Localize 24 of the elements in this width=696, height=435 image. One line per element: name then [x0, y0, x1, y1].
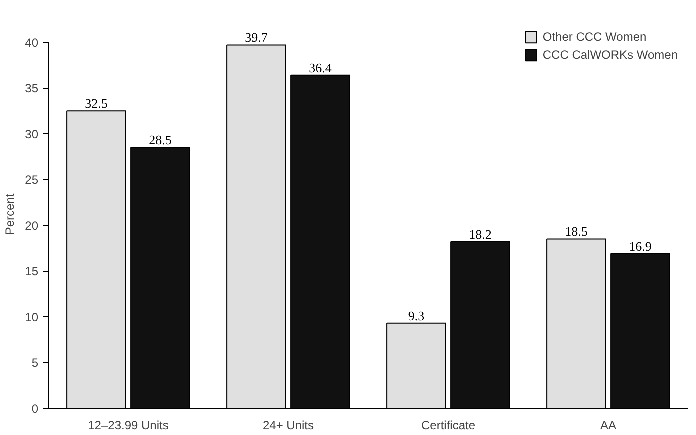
y-tick-label: 25 [25, 173, 39, 188]
x-tick-label: 24+ Units [262, 418, 314, 432]
data-label: 18.5 [565, 224, 588, 240]
data-label: 28.5 [149, 132, 172, 148]
x-tick-label: AA [600, 418, 617, 432]
y-tick-label: 5 [32, 356, 39, 370]
data-label: 32.5 [85, 96, 108, 112]
y-tick-label: 20 [25, 218, 39, 233]
y-tick-label: 30 [25, 127, 39, 142]
data-label: 16.9 [629, 238, 652, 254]
legend-label: Other CCC Women [542, 30, 647, 44]
legend-label: CCC CalWORKs Women [542, 48, 678, 62]
y-tick-label: 40 [25, 36, 39, 50]
x-tick-label: Certificate [421, 418, 476, 432]
y-tick-label: 35 [25, 82, 39, 96]
y-tick-label: 10 [25, 310, 39, 324]
y-tick-label: 0 [32, 402, 39, 416]
y-tick-label: 15 [25, 264, 39, 279]
data-label: 36.4 [309, 60, 332, 76]
data-label: 18.2 [469, 226, 492, 242]
x-tick-label: 12–23.99 Units [88, 418, 169, 432]
data-label: 39.7 [245, 30, 268, 46]
y-axis-title: Percent [3, 193, 18, 236]
data-label: 9.3 [408, 308, 425, 324]
